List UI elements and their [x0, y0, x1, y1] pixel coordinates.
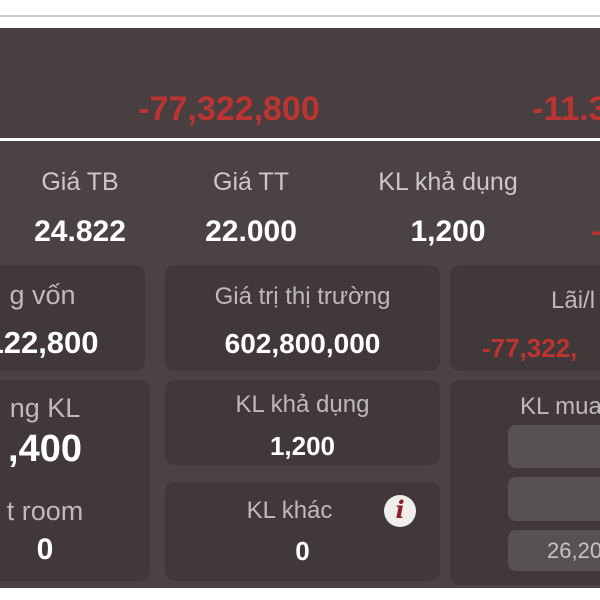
info-icon[interactable]: i [384, 495, 416, 527]
gia-tri-thi-truong-label: Giá trị thị trường [214, 283, 391, 310]
bottom-strip [0, 588, 600, 600]
profit-loss-value: -77,322,800 [138, 90, 320, 128]
kl-khac-label: KL khác [246, 497, 333, 524]
card-left-summary: ng KL ,400 t room 0 [0, 380, 150, 581]
kl-khac-value: 0 [295, 536, 310, 566]
kl-kha-dung-label: KL khả dụng [235, 391, 370, 418]
card-gia-tri-thi-truong: Giá trị thị trường 602,800,000 [165, 265, 440, 371]
header-divider [0, 138, 600, 141]
stat-gia-tt-value: 22.000 [205, 215, 297, 248]
profit-loss-percent: -11.3 [532, 90, 600, 128]
kl-mua-cho-ve-label: KL mua c [520, 393, 600, 420]
pending-buy-row-3[interactable]: 26,20 [508, 530, 600, 571]
tong-von-label: g vốn [9, 280, 76, 310]
stat-kl-kha-dung-label: KL khả dụng [378, 168, 518, 196]
het-room-value: 0 [36, 533, 54, 566]
top-divider-line [0, 15, 600, 17]
pending-buy-row-3-value: 26,20 [547, 537, 600, 563]
header-band: -77,322,800 -11.3 [0, 28, 600, 138]
top-strip [0, 0, 600, 28]
tong-kl-label: ng KL [9, 393, 81, 423]
card-kl-khac: KL khác i 0 [165, 482, 440, 581]
card-kl-mua-cho-ve: KL mua c 26,20 [450, 380, 600, 585]
card-lai-lo [450, 265, 600, 371]
tong-kl-value: ,400 [8, 428, 82, 470]
stat-gia-tt-label: Giá TT [213, 168, 289, 196]
card-tong-von: g vốn 122,800 [0, 265, 145, 371]
stat-gia-tb-label: Giá TB [41, 168, 119, 196]
kl-kha-dung-value: 1,200 [269, 431, 336, 461]
tong-von-value: 122,800 [0, 325, 99, 360]
stat-clipped-value-fragment: - [591, 215, 600, 248]
stat-kl-kha-dung-value: 1,200 [410, 215, 486, 248]
gia-tri-thi-truong-value: 602,800,000 [224, 328, 381, 359]
stat-gia-tb-value: 24.822 [34, 215, 126, 248]
pending-buy-row-1[interactable] [508, 425, 600, 468]
het-room-label: t room [6, 496, 84, 526]
lai-lo-label: Lãi/l [551, 287, 596, 314]
lai-lo-value: -77,322, [482, 333, 578, 363]
card-kl-kha-dung: KL khả dụng 1,200 [165, 380, 440, 465]
pending-buy-row-2[interactable] [508, 477, 600, 521]
